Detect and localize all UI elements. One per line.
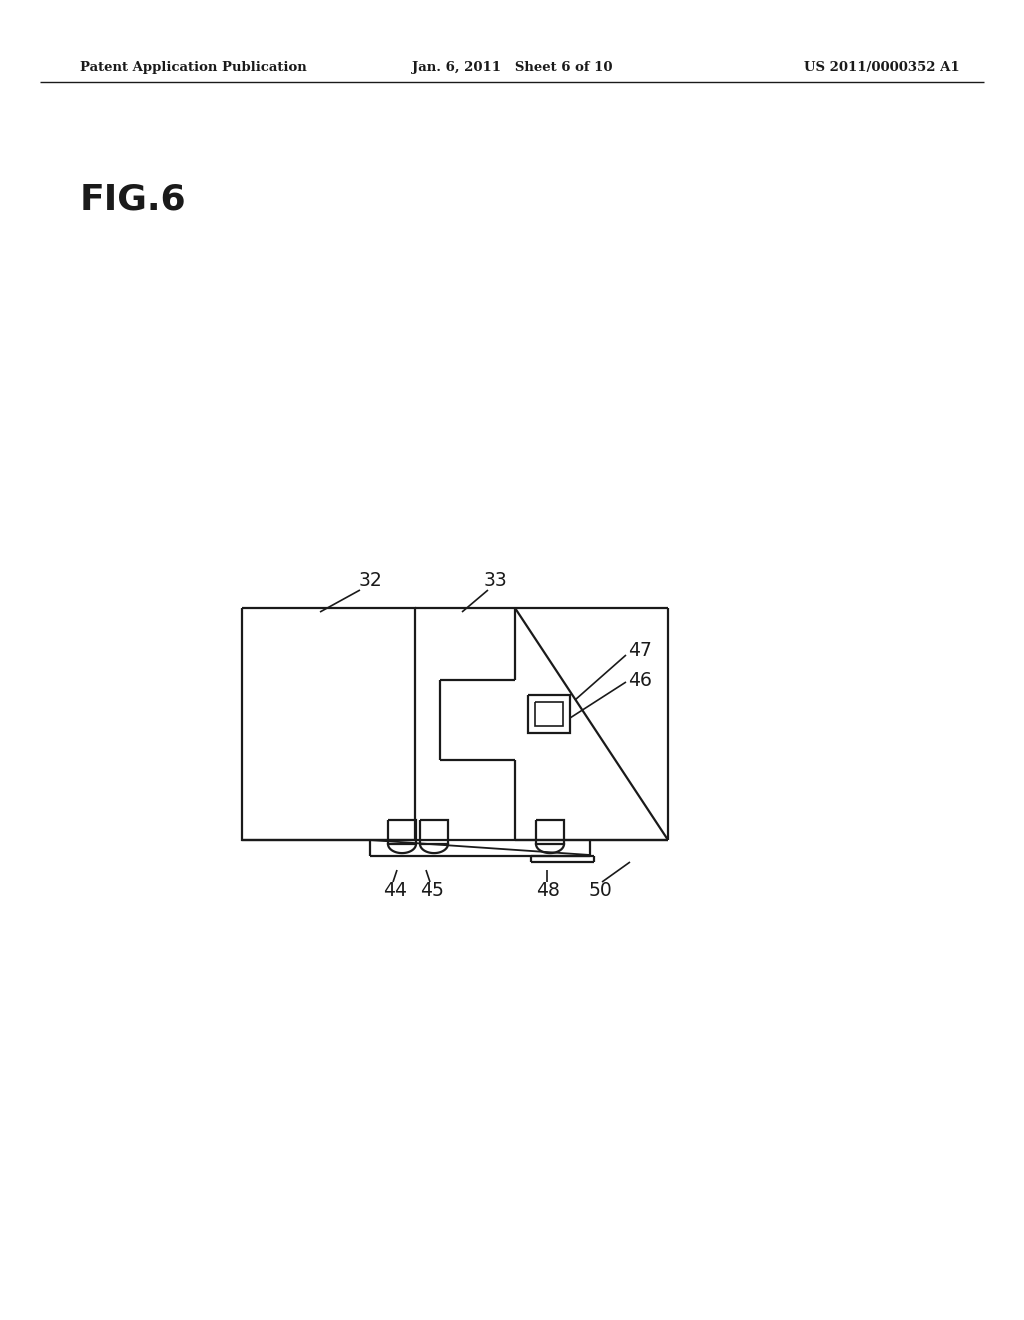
Text: 45: 45 bbox=[420, 880, 444, 899]
Text: 32: 32 bbox=[358, 570, 382, 590]
Text: Patent Application Publication: Patent Application Publication bbox=[80, 62, 307, 74]
Text: 50: 50 bbox=[588, 880, 612, 899]
Text: 46: 46 bbox=[628, 671, 652, 689]
Text: US 2011/0000352 A1: US 2011/0000352 A1 bbox=[805, 62, 961, 74]
Text: 33: 33 bbox=[483, 570, 507, 590]
Text: Jan. 6, 2011   Sheet 6 of 10: Jan. 6, 2011 Sheet 6 of 10 bbox=[412, 62, 612, 74]
Text: 47: 47 bbox=[628, 640, 652, 660]
Text: 48: 48 bbox=[536, 880, 560, 899]
Text: FIG.6: FIG.6 bbox=[80, 183, 186, 216]
Text: 44: 44 bbox=[383, 880, 407, 899]
